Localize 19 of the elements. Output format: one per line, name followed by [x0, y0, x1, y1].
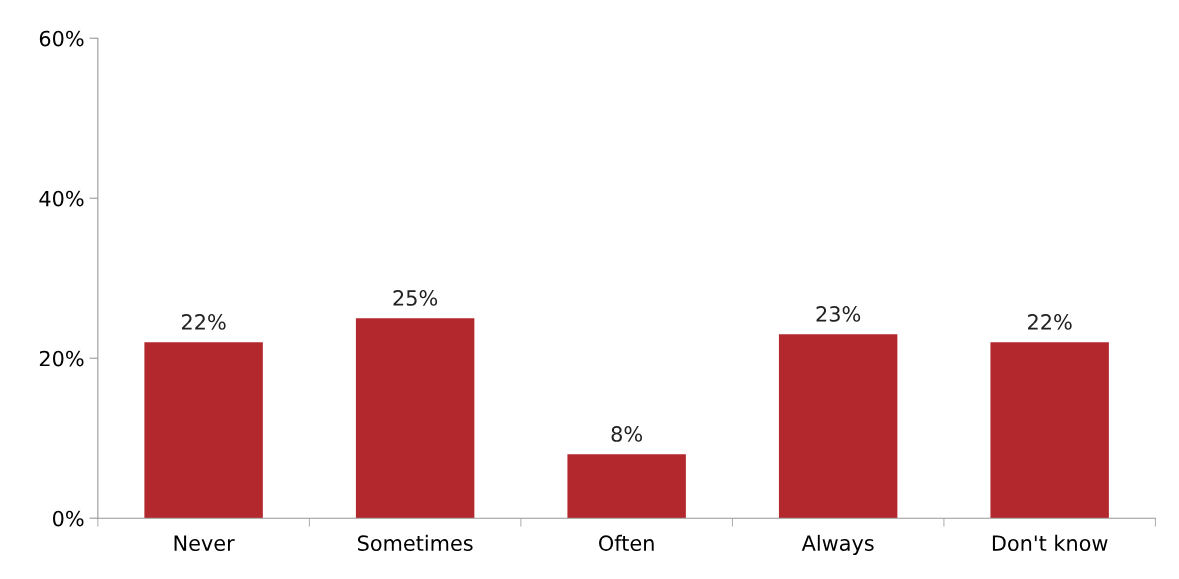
data-label: 22% [181, 314, 226, 330]
bar [355, 318, 475, 519]
bar [144, 342, 263, 519]
x-tick-label: Always [801, 534, 874, 556]
data-label: 8% [611, 426, 643, 442]
x-tick-label: Never [174, 535, 235, 551]
y-tick-label: 0% [52, 510, 84, 527]
y-tick-label: 40% [39, 190, 84, 207]
data-label: 25% [393, 290, 438, 306]
bar [990, 342, 1109, 519]
bar [778, 334, 898, 519]
y-tick-label: 60% [39, 30, 84, 47]
x-tick-label: Often [599, 534, 654, 551]
data-label: 23% [816, 306, 861, 322]
x-tick-label: Don't know [992, 534, 1108, 551]
data-label: 22% [1028, 314, 1072, 330]
bar [567, 454, 686, 519]
x-tick-label: Sometimes [358, 534, 473, 551]
y-tick-label: 20% [39, 350, 84, 367]
